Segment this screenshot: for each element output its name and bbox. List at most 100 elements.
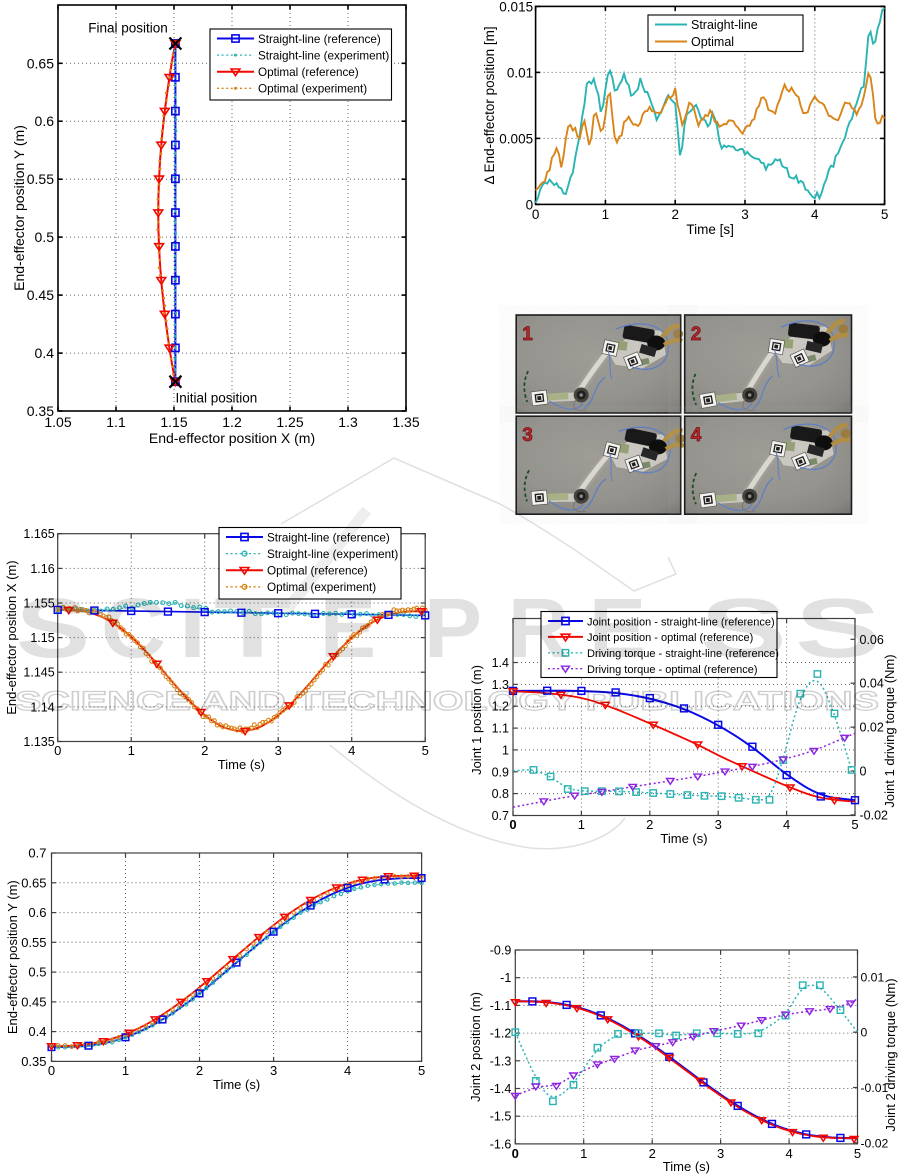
svg-text:5: 5 (851, 817, 858, 832)
svg-text:1.145: 1.145 (23, 666, 54, 680)
svg-text:-0.01: -0.01 (861, 1081, 889, 1095)
svg-text:0.5: 0.5 (28, 965, 46, 980)
svg-text:0.35: 0.35 (21, 1054, 46, 1069)
svg-text:-1.5: -1.5 (490, 1110, 512, 1124)
svg-text:1: 1 (602, 207, 610, 222)
svg-text:End-effector position Y (m): End-effector position Y (m) (5, 880, 20, 1034)
svg-text:0: 0 (860, 765, 867, 779)
svg-text:1.165: 1.165 (23, 527, 54, 541)
svg-text:3: 3 (715, 817, 722, 832)
svg-text:1: 1 (522, 324, 533, 345)
svg-text:4: 4 (691, 425, 702, 446)
svg-text:-1.6: -1.6 (490, 1137, 512, 1151)
svg-text:0.65: 0.65 (27, 55, 54, 71)
svg-text:C: C (101, 581, 166, 675)
svg-text:-0.02: -0.02 (860, 808, 889, 822)
svg-text:0.01: 0.01 (507, 65, 533, 80)
svg-text:Straight-line: Straight-line (691, 18, 758, 32)
svg-text:Joint 2 position (m): Joint 2 position (m) (468, 992, 483, 1102)
svg-text:0: 0 (48, 1063, 55, 1078)
svg-text:1.14: 1.14 (30, 700, 54, 714)
svg-text:5: 5 (422, 743, 429, 758)
svg-text:1.16: 1.16 (30, 562, 54, 576)
svg-text:Optimal: Optimal (691, 35, 734, 49)
svg-text:Joint 1 position (m): Joint 1 position (m) (469, 665, 484, 775)
svg-text:1.05: 1.05 (44, 414, 71, 430)
svg-text:0.45: 0.45 (21, 994, 46, 1009)
svg-text:5: 5 (418, 1063, 425, 1078)
svg-text:Optimal (experiment): Optimal (experiment) (258, 83, 367, 96)
svg-text:0.005: 0.005 (499, 131, 533, 146)
svg-text:0: 0 (532, 207, 540, 222)
svg-text:4: 4 (348, 743, 355, 758)
svg-text:End-effector position Y (m): End-effector position Y (m) (11, 125, 27, 291)
svg-text:E: E (320, 581, 376, 675)
svg-text:End-effector position X (m): End-effector position X (m) (4, 560, 19, 714)
svg-text:1.3: 1.3 (338, 414, 358, 430)
svg-text:4: 4 (783, 817, 790, 832)
svg-text:-0.02: -0.02 (861, 1136, 889, 1150)
svg-text:0.45: 0.45 (27, 287, 54, 303)
svg-text:Joint position - straight-line: Joint position - straight-line (referenc… (587, 616, 775, 628)
svg-text:P: P (424, 581, 482, 675)
svg-text:Straight-line (experiment): Straight-line (experiment) (258, 49, 389, 62)
svg-text:Time (s): Time (s) (663, 1159, 710, 1174)
svg-text:1.155: 1.155 (23, 597, 54, 611)
svg-text:0.5: 0.5 (35, 229, 55, 245)
svg-text:5: 5 (854, 1146, 861, 1161)
svg-text:0.8: 0.8 (492, 787, 509, 801)
svg-text:0.015: 0.015 (499, 0, 533, 14)
svg-text:-1.2: -1.2 (490, 1027, 512, 1041)
svg-text:2: 2 (649, 1146, 656, 1161)
svg-text:1.1: 1.1 (492, 722, 509, 736)
svg-text:1.15: 1.15 (160, 414, 187, 430)
svg-text:1: 1 (128, 743, 135, 758)
svg-text:Time (s): Time (s) (213, 1077, 260, 1092)
svg-text:3: 3 (522, 425, 533, 446)
svg-text:2: 2 (671, 207, 679, 222)
svg-text:S: S (16, 581, 90, 675)
svg-text:0.01: 0.01 (861, 970, 885, 984)
svg-text:Δ End-effector position [m]: Δ End-effector position [m] (482, 26, 497, 184)
svg-text:0.02: 0.02 (860, 721, 884, 735)
svg-text:0.35: 0.35 (27, 403, 54, 419)
svg-text:-1: -1 (500, 971, 511, 985)
svg-text:4: 4 (811, 207, 819, 222)
svg-text:0.4: 0.4 (28, 1024, 46, 1039)
svg-text:1.3: 1.3 (492, 678, 509, 692)
svg-text:5: 5 (881, 207, 889, 222)
svg-text:1.1: 1.1 (106, 414, 126, 430)
svg-text:0.9: 0.9 (492, 765, 509, 779)
svg-text:0.4: 0.4 (35, 345, 55, 361)
svg-text:R: R (508, 581, 569, 675)
svg-text:1.135: 1.135 (23, 735, 54, 749)
svg-text:0.7: 0.7 (28, 846, 46, 861)
svg-text:1.2: 1.2 (492, 700, 509, 714)
svg-text:1.15: 1.15 (30, 631, 54, 645)
svg-text:Straight-line (reference): Straight-line (reference) (267, 531, 390, 544)
svg-text:Joint position - optimal (refe: Joint position - optimal (reference) (587, 632, 753, 644)
svg-text:Joint 2 driving torque (Nm): Joint 2 driving torque (Nm) (883, 978, 898, 1131)
svg-text:0: 0 (526, 197, 534, 212)
svg-text:0: 0 (512, 1146, 519, 1161)
svg-text:3: 3 (717, 1146, 724, 1161)
svg-text:-1.4: -1.4 (490, 1082, 512, 1096)
svg-text:0.04: 0.04 (860, 677, 884, 691)
svg-text:0.7: 0.7 (492, 809, 509, 823)
svg-text:0.06: 0.06 (860, 633, 884, 647)
svg-text:Optimal (reference): Optimal (reference) (258, 66, 359, 79)
svg-text:1: 1 (502, 743, 509, 757)
svg-text:-1.1: -1.1 (490, 999, 512, 1013)
svg-text:Time [s]: Time [s] (686, 222, 734, 237)
svg-text:0.6: 0.6 (28, 905, 46, 920)
svg-text:Time (s): Time (s) (218, 757, 265, 772)
svg-text:2: 2 (201, 743, 208, 758)
svg-text:2: 2 (691, 324, 702, 345)
svg-text:3: 3 (270, 1063, 277, 1078)
svg-text:1.4: 1.4 (492, 656, 509, 670)
svg-text:S: S (795, 581, 881, 675)
svg-text:S: S (700, 581, 787, 675)
svg-text:Final position: Final position (88, 21, 168, 36)
svg-text:End-effector position X (m): End-effector position X (m) (149, 430, 315, 446)
svg-text:1: 1 (122, 1063, 129, 1078)
